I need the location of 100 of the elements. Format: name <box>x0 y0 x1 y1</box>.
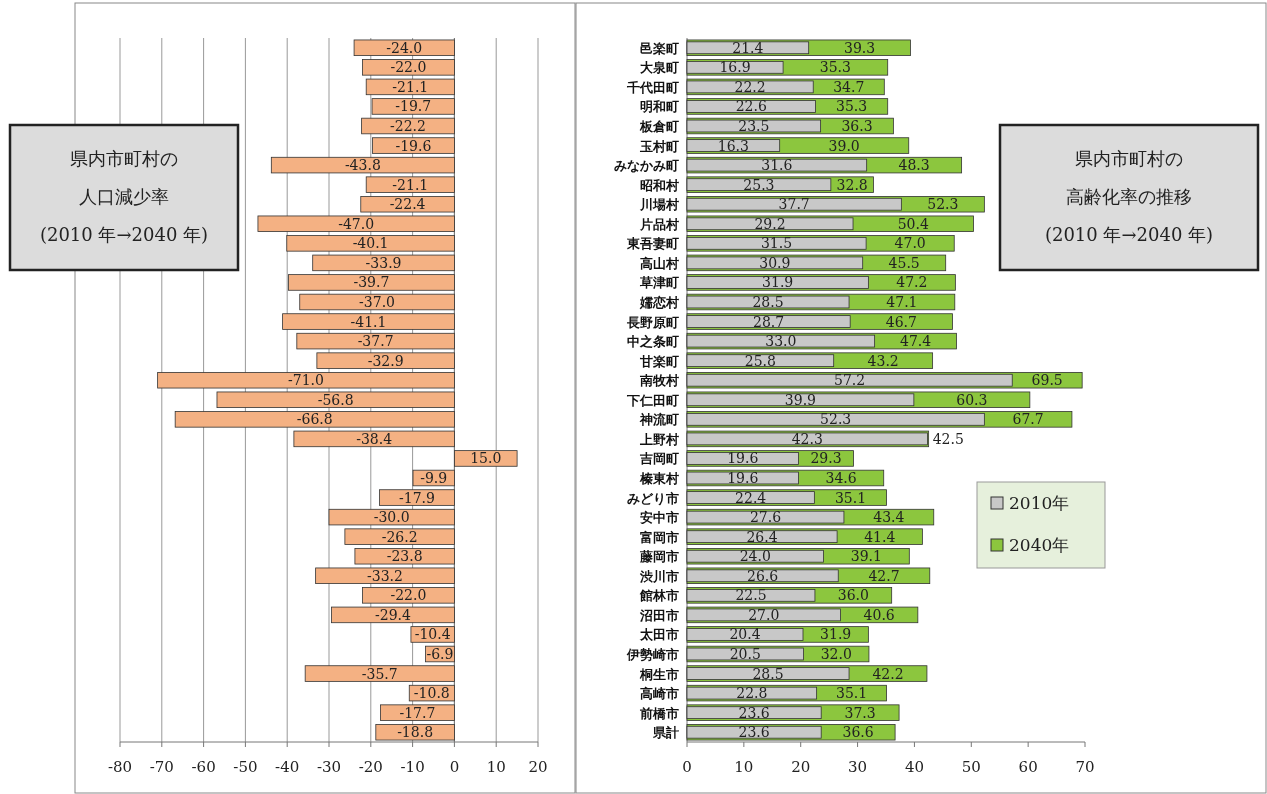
data-label: 36.0 <box>837 587 869 604</box>
data-label: 52.3 <box>820 411 852 428</box>
x-tick-label: 50 <box>961 758 981 776</box>
data-label: 22.2 <box>734 78 766 95</box>
y-tick-label: 吉岡町 <box>639 451 679 467</box>
annotation: (2010 年→2040 年) <box>1044 224 1214 245</box>
data-label: -43.8 <box>344 157 381 174</box>
x-tick-label: -50 <box>233 758 258 776</box>
data-label: 27.6 <box>749 509 782 526</box>
y-tick-label: 千代田町 <box>626 79 679 95</box>
data-label: -19.7 <box>395 98 432 115</box>
data-label: -22.2 <box>390 118 426 134</box>
data-label: -56.8 <box>317 391 354 408</box>
y-tick-label: 中之条町 <box>627 334 679 350</box>
data-label: 32.0 <box>820 646 852 662</box>
data-label: -37.7 <box>357 333 394 350</box>
y-tick-label: 甘楽町 <box>639 353 679 369</box>
data-label: 22.5 <box>735 587 767 604</box>
x-tick-label: -80 <box>107 758 133 776</box>
data-label: 32.8 <box>836 176 868 193</box>
data-label: 34.6 <box>825 470 857 486</box>
data-label: 22.6 <box>735 98 767 115</box>
data-label: 25.8 <box>744 352 776 369</box>
data-label: 47.2 <box>896 274 928 291</box>
y-tick-label: 桐生市 <box>639 666 679 682</box>
x-tick-label: -60 <box>191 758 216 776</box>
data-label: 21.4 <box>732 39 764 56</box>
y-tick-label: 館林市 <box>639 588 679 604</box>
data-label: -71.0 <box>288 372 324 389</box>
x-tick-label: -30 <box>316 758 342 776</box>
y-tick-label: 下仁田町 <box>626 392 679 408</box>
y-tick-label: 富岡市 <box>640 529 679 545</box>
y-tick-label: 東吾妻町 <box>626 236 679 252</box>
data-label: 29.3 <box>810 450 842 467</box>
data-label: 27.0 <box>748 606 780 623</box>
y-tick-label: 高崎市 <box>640 686 679 702</box>
x-tick-label: -40 <box>275 758 300 776</box>
data-label: -17.9 <box>399 489 435 506</box>
data-label: 47.1 <box>886 294 918 310</box>
legend-label: 2040年 <box>1009 535 1070 555</box>
data-label: 42.2 <box>872 665 904 682</box>
data-label: 39.1 <box>850 548 882 565</box>
data-label: -47.0 <box>338 215 375 232</box>
data-label: -22.4 <box>389 196 426 213</box>
data-label: -21.1 <box>392 176 429 193</box>
data-label: 25.3 <box>743 176 775 193</box>
legend-label: 2010年 <box>1009 493 1070 513</box>
y-tick-label: 安中市 <box>640 510 679 526</box>
data-label: 37.7 <box>778 196 810 213</box>
data-label: 16.3 <box>717 137 749 154</box>
data-label: 22.8 <box>736 685 768 702</box>
y-tick-label: 県計 <box>652 725 679 741</box>
data-label: -6.9 <box>426 646 454 662</box>
data-label: 30.9 <box>759 254 791 271</box>
y-tick-label: 南牧村 <box>639 373 679 389</box>
data-label: -10.8 <box>413 685 450 702</box>
y-tick-label: 神流町 <box>639 412 679 428</box>
data-label: 36.6 <box>842 724 874 741</box>
data-label: 39.0 <box>828 137 860 154</box>
y-tick-label: 前橋市 <box>639 705 679 721</box>
x-tick-label: 10 <box>734 758 754 776</box>
y-tick-label: 高山村 <box>640 255 679 271</box>
x-tick-label: -20 <box>358 758 383 776</box>
data-label: -32.9 <box>367 352 404 369</box>
data-label: 35.3 <box>819 59 851 76</box>
data-label: 35.1 <box>834 489 867 506</box>
data-label: 23.5 <box>738 118 770 134</box>
data-label: -37.0 <box>359 294 396 310</box>
annotation: 県内市町村の <box>1075 148 1183 169</box>
y-tick-label: 藤岡市 <box>639 549 679 565</box>
data-label: 34.7 <box>833 78 865 95</box>
y-tick-label: 昭和村 <box>640 177 679 193</box>
data-label: 28.7 <box>753 313 785 330</box>
data-label: -17.7 <box>399 704 436 721</box>
annotation: 県内市町村の 人口減少率 (2010 年→2040 年) <box>8 123 240 272</box>
annotation: 人口減少率 <box>79 186 169 207</box>
data-label: 26.4 <box>746 528 778 545</box>
data-label: 24.0 <box>739 548 771 565</box>
data-label: 33.0 <box>765 333 797 350</box>
data-label: 42.5 <box>932 430 964 447</box>
data-label: 69.5 <box>1031 372 1063 389</box>
data-label: 50.4 <box>897 215 929 232</box>
x-tick-label: 60 <box>1018 758 1038 776</box>
y-tick-label: 川場村 <box>639 197 679 213</box>
data-label: -26.2 <box>381 528 418 545</box>
data-label: 48.3 <box>898 157 930 174</box>
data-label: 40.6 <box>863 606 895 623</box>
y-tick-label: 伊勢崎市 <box>626 647 679 662</box>
y-tick-label: 大泉町 <box>640 60 679 76</box>
data-label: 31.9 <box>820 626 852 643</box>
data-label: 57.2 <box>834 372 866 389</box>
y-tick-label: 玉村町 <box>639 138 679 154</box>
data-label: 35.3 <box>836 98 868 115</box>
data-label: 28.5 <box>752 294 784 310</box>
x-tick-label: 70 <box>1075 758 1095 776</box>
x-tick-label: -10 <box>400 758 425 776</box>
y-tick-label: 上野村 <box>639 431 679 447</box>
data-label: 15.0 <box>470 450 502 467</box>
data-label: -35.7 <box>361 665 398 682</box>
data-label: 31.9 <box>762 274 794 291</box>
